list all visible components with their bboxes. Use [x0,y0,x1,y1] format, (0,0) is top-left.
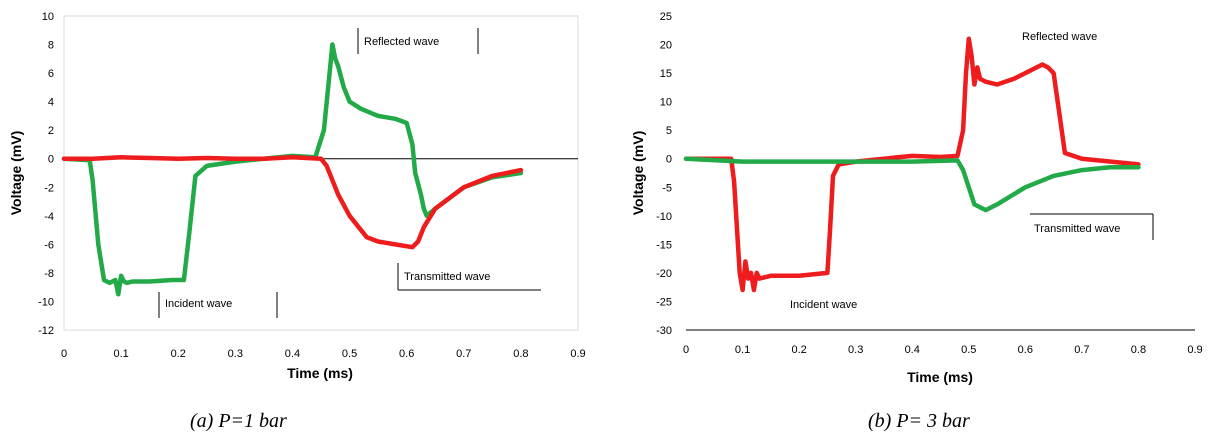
series-line-green [61,42,524,297]
y-tick-label: 4 [48,97,54,109]
y-tick-label: 0 [48,154,54,166]
chart-a: 10 8 6 4 2 0 -2 -4 -6 -8 -10 -12 0 0.1 0.2 0.3 0.4 0.5 0.… [8,11,586,381]
y-axis-label: Voltage (mV) [630,131,646,216]
y-tick-label: -10 [656,211,672,223]
x-tick-label: 0.3 [848,344,863,356]
y-tick-label: -20 [656,268,672,280]
y-tick-label: -12 [38,325,54,337]
y-tick-labels: 25 20 15 10 5 0 -5 -10 -15 -20 -25 -30 [656,11,672,337]
x-tick-label: 0.4 [905,344,920,356]
caption-b: (b) P= 3 bar [868,410,970,432]
x-tick-label: 0.1 [735,344,750,356]
y-tick-labels: 10 8 6 4 2 0 -2 -4 -6 -8 -10 -12 [38,11,54,337]
y-tick-label: -15 [656,239,672,251]
x-tick-label: 0.6 [1018,344,1033,356]
x-tick-label: 0.6 [399,348,414,360]
reflected-wave-label: Reflected wave [364,36,439,48]
series-line-red [61,155,524,250]
y-tick-label: -6 [44,239,54,251]
x-tick-label: 0.7 [456,348,471,360]
series-group [683,36,1141,293]
x-tick-label: 0.7 [1074,344,1089,356]
x-axis-label: Time (ms) [907,369,973,385]
x-tick-labels: 0 0.1 0.2 0.3 0.4 0.5 0.6 0.7 0.8 0.9 [683,344,1203,356]
reflected-wave-label: Reflected wave [1022,31,1097,43]
incident-wave-label: Incident wave [165,298,232,310]
chart-b: 25 20 15 10 5 0 -5 -10 -15 -20 -25 -30 0 0.1 0.2 0.3 0.… [630,11,1203,385]
y-tick-label: -8 [44,268,54,280]
x-tick-label: 0 [61,348,67,360]
y-tick-label: -30 [656,325,672,337]
x-tick-label: 0.9 [570,348,585,360]
caption-a: (a) P=1 bar [190,410,287,432]
y-tick-label: -10 [38,296,54,308]
series-line-red [683,36,1141,293]
series-group [61,42,524,297]
incident-wave-label: Incident wave [790,299,857,311]
y-tick-label: 25 [660,11,672,23]
x-tick-labels: 0 0.1 0.2 0.3 0.4 0.5 0.6 0.7 0.8 0.9 [61,348,586,360]
x-tick-label: 0 [683,344,689,356]
x-tick-label: 0.2 [171,348,186,360]
y-tick-label: 10 [660,97,672,109]
y-tick-label: 8 [48,40,54,52]
y-tick-label: 0 [666,154,672,166]
y-tick-label: 20 [660,40,672,52]
y-axis-label: Voltage (mV) [8,131,24,216]
y-tick-label: -4 [44,211,54,223]
x-tick-label: 0.2 [791,344,806,356]
x-tick-label: 0.5 [342,348,357,360]
x-tick-label: 0.3 [228,348,243,360]
x-axis-label: Time (ms) [287,365,353,381]
y-tick-label: -25 [656,296,672,308]
y-tick-label: 6 [48,68,54,80]
transmitted-wave-label: Transmitted wave [404,271,490,283]
y-tick-label: 10 [42,11,54,23]
x-tick-label: 0.4 [285,348,300,360]
x-tick-label: 0.8 [513,348,528,360]
series-line-green [683,156,1141,213]
x-tick-label: 0.5 [961,344,976,356]
plot-area-frame [63,15,579,331]
transmitted-wave-label: Transmitted wave [1034,223,1120,235]
y-tick-label: -2 [44,182,54,194]
x-tick-label: 0.9 [1187,344,1202,356]
y-tick-label: -5 [662,182,672,194]
x-tick-label: 0.8 [1131,344,1146,356]
x-tick-label: 0.1 [113,348,128,360]
y-tick-label: 5 [666,125,672,137]
y-tick-label: 2 [48,125,54,137]
y-tick-label: 15 [660,68,672,80]
